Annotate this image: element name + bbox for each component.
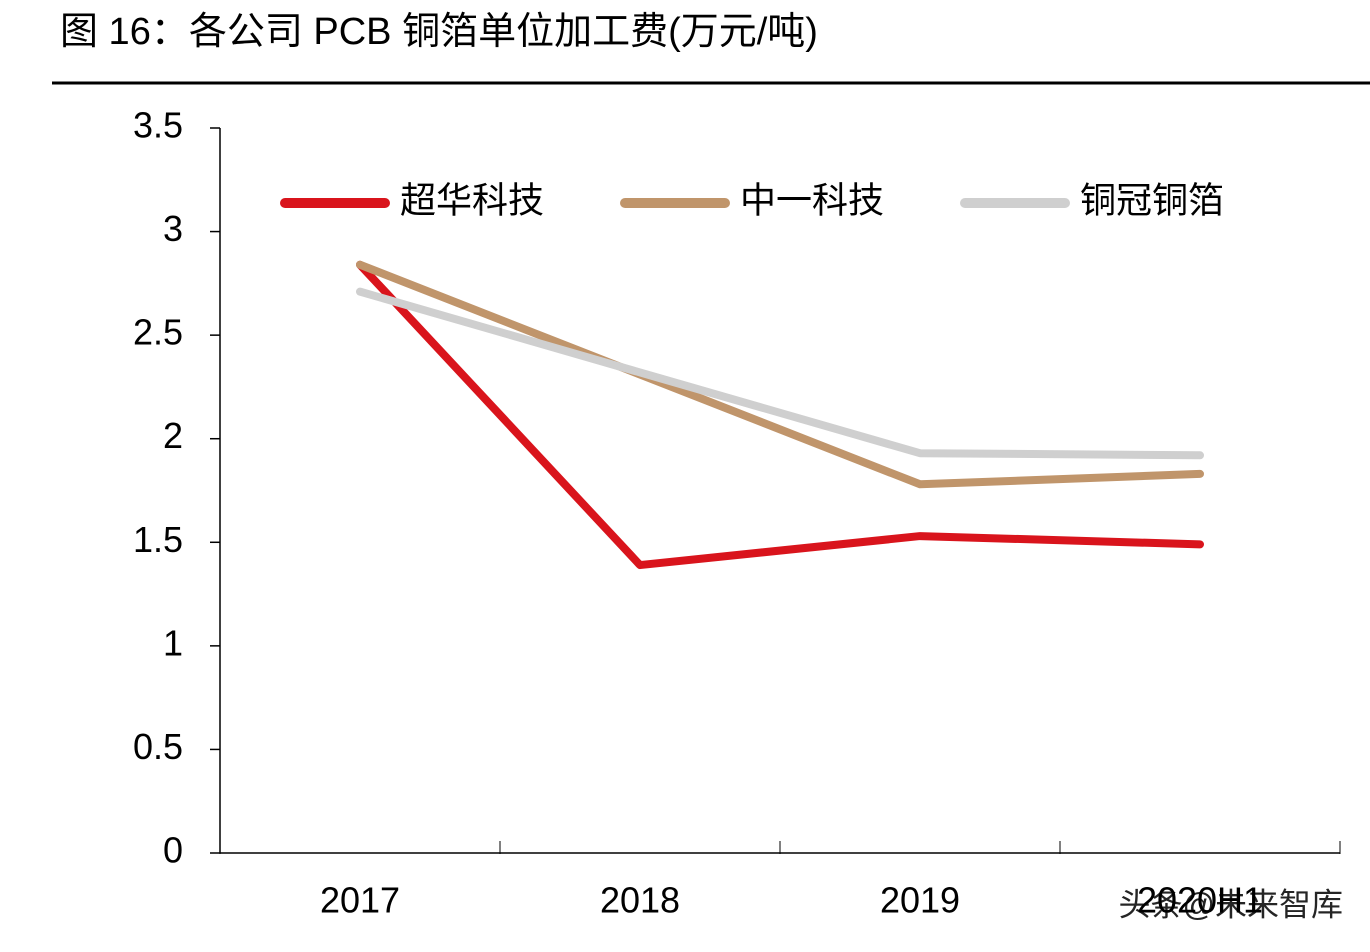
legend-label: 超华科技 xyxy=(400,180,544,221)
legend-label: 铜冠铜箔 xyxy=(1080,180,1224,221)
y-tick-label: 1 xyxy=(163,622,183,663)
legend-label: 中一科技 xyxy=(740,180,884,221)
y-tick-label: 2 xyxy=(163,415,183,456)
y-tick-label: 3 xyxy=(163,208,183,249)
y-tick-label: 2.5 xyxy=(133,312,183,353)
series-line xyxy=(356,287,1204,460)
y-tick-label: 0.5 xyxy=(133,726,183,767)
x-tick-label: 2017 xyxy=(320,880,400,921)
series-line xyxy=(356,260,1204,489)
x-tick-label: 2020H1 xyxy=(1137,880,1263,921)
y-tick-label: 0 xyxy=(163,830,183,871)
y-tick-label: 3.5 xyxy=(133,105,183,146)
watermark: 头条@未来智库 xyxy=(1119,886,1344,922)
x-tick-label: 2019 xyxy=(880,880,960,921)
chart-title: 图 16：各公司 PCB 铜箔单位加工费(万元/吨) xyxy=(60,11,818,53)
y-tick-label: 1.5 xyxy=(133,519,183,560)
x-tick-label: 2018 xyxy=(600,880,680,921)
series-line xyxy=(356,260,1204,570)
